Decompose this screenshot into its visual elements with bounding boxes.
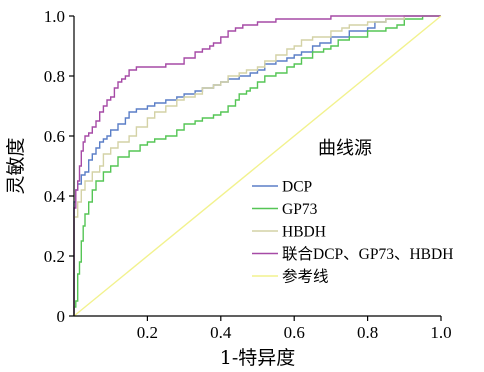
legend-label: 联合DCP、GP73、HBDH (282, 245, 453, 263)
y-axis-title: 灵敏度 (5, 137, 27, 194)
x-tick-label: 0.8 (357, 323, 378, 342)
x-axis-title: 1-特异度 (220, 347, 296, 369)
y-tick-label: 0.4 (44, 187, 66, 206)
legend-label: 参考线 (282, 268, 329, 286)
y-tick-label: 0.6 (44, 127, 65, 146)
legend-label: HBDH (282, 224, 326, 241)
y-tick-label: 1.0 (44, 7, 65, 26)
series-line-4 (73, 15, 442, 317)
legend-title: 曲线源 (318, 138, 372, 159)
x-tick-label: 0.6 (284, 323, 305, 342)
y-tick-label: 0.2 (44, 247, 65, 266)
legend: 曲线源 DCP GP73 HBDH 联合DCP、GP73、HBDH 参考线 (252, 138, 453, 286)
series-line-3 (73, 15, 441, 316)
x-tick-label: 0.2 (137, 323, 158, 342)
axes-layer (73, 16, 441, 317)
y-tick-label: 0 (57, 307, 66, 326)
legend-label: DCP (282, 179, 312, 196)
series-layer (73, 15, 442, 317)
series-line-0 (73, 15, 441, 316)
y-tick-label: 0.8 (44, 67, 65, 86)
series-line-1 (73, 15, 441, 316)
legend-items: DCP GP73 HBDH 联合DCP、GP73、HBDH 参考线 (252, 179, 453, 286)
x-tick-label: 0.4 (210, 323, 232, 342)
x-tick-label: 1.0 (430, 323, 451, 342)
series-line-2 (73, 15, 441, 316)
legend-label: GP73 (282, 201, 318, 218)
ticks-layer: 0 0.2 0.4 0.6 0.8 1.0 0.2 0.4 0.6 0.8 1.0 (44, 7, 452, 342)
